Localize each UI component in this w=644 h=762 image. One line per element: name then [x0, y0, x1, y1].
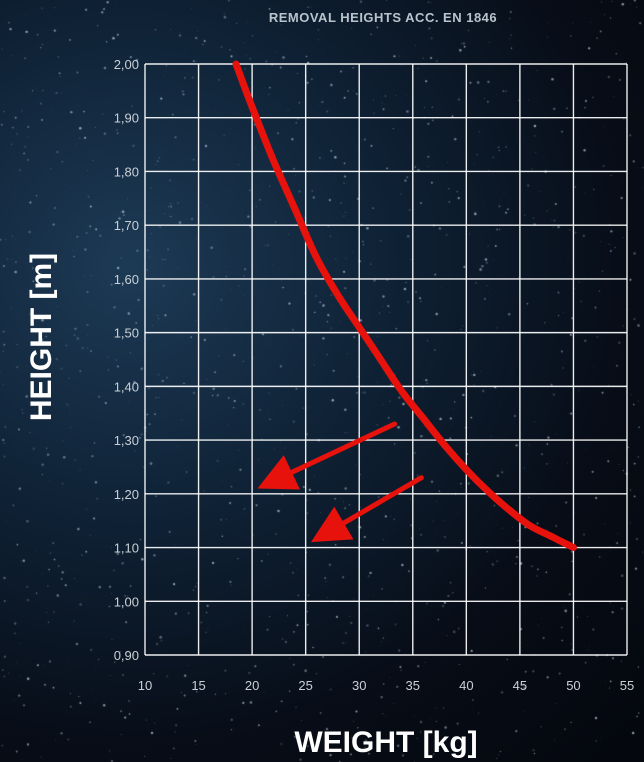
annotation-layer: [257, 421, 424, 543]
x-tick-label: 25: [298, 678, 312, 693]
y-tick-label: 1,40: [114, 379, 139, 394]
x-axis-label: WEIGHT [kg]: [294, 726, 477, 759]
chart-grid: [144, 63, 628, 656]
y-tick-label: 1,80: [114, 164, 139, 179]
y-tick-label: 0,90: [114, 648, 139, 663]
x-tick-label: 10: [138, 678, 152, 693]
x-tick-label: 15: [191, 678, 205, 693]
x-tick-label: 40: [459, 678, 473, 693]
x-tick-label: 45: [513, 678, 527, 693]
series-line-0: [232, 60, 577, 551]
chart-title: REMOVAL HEIGHTS ACC. EN 1846: [269, 10, 497, 25]
y-tick-label: 1,00: [114, 594, 139, 609]
y-tick-label: 2,00: [114, 57, 139, 72]
annotation-arrow-0: [257, 421, 398, 490]
series-layer: [232, 60, 577, 551]
y-tick-label: 1,30: [114, 433, 139, 448]
annotation-arrow-1: [311, 475, 424, 543]
x-tick-label: 35: [406, 678, 420, 693]
y-tick-label: 1,60: [114, 272, 139, 287]
y-tick-label: 1,10: [114, 541, 139, 556]
y-tick-label: 1,70: [114, 218, 139, 233]
y-axis-ticks: 0,90 1,00 1,10 1,20 1,30 1,40 1,50 1,60 1,70 1,80…: [114, 57, 139, 663]
x-tick-label: 30: [352, 678, 366, 693]
y-axis-label: HEIGHT [m]: [25, 253, 58, 421]
y-tick-label: 1,50: [114, 326, 139, 341]
x-tick-label: 55: [620, 678, 634, 693]
y-tick-label: 1,20: [114, 487, 139, 502]
x-axis-ticks: 10 15 20 25 30 35 40 45 50 55: [138, 678, 634, 693]
x-tick-label: 50: [566, 678, 580, 693]
x-tick-label: 20: [245, 678, 259, 693]
y-tick-label: 1,90: [114, 111, 139, 126]
